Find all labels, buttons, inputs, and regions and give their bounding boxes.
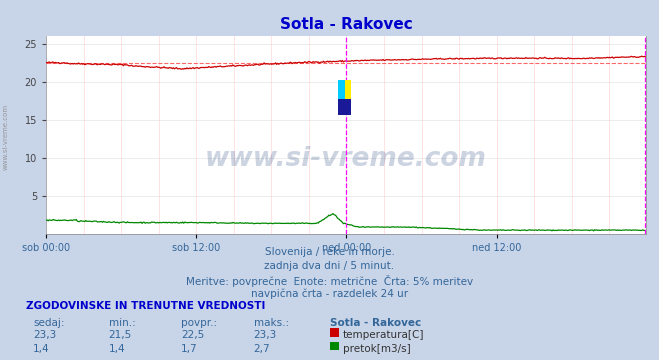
Text: povpr.:: povpr.: [181,318,217,328]
Text: Slovenija / reke in morje.: Slovenija / reke in morje. [264,247,395,257]
Text: 1,7: 1,7 [181,344,198,354]
Bar [338,99,351,115]
Text: 23,3: 23,3 [254,330,277,341]
Text: 1,4: 1,4 [33,344,49,354]
Text: navpična črta - razdelek 24 ur: navpična črta - razdelek 24 ur [251,289,408,299]
Text: www.si-vreme.com: www.si-vreme.com [205,146,487,172]
Bar [338,80,345,99]
Text: 21,5: 21,5 [109,330,132,341]
Text: sedaj:: sedaj: [33,318,65,328]
Text: temperatura[C]: temperatura[C] [343,330,424,341]
Text: min.:: min.: [109,318,136,328]
Text: 1,4: 1,4 [109,344,125,354]
Text: maks.:: maks.: [254,318,289,328]
Text: Sotla - Rakovec: Sotla - Rakovec [330,318,420,328]
Text: 23,3: 23,3 [33,330,56,341]
Text: 22,5: 22,5 [181,330,204,341]
Title: Sotla - Rakovec: Sotla - Rakovec [279,17,413,32]
Text: Meritve: povprečne  Enote: metrične  Črta: 5% meritev: Meritve: povprečne Enote: metrične Črta:… [186,275,473,287]
Bar [338,80,351,115]
Text: zadnja dva dni / 5 minut.: zadnja dva dni / 5 minut. [264,261,395,271]
Text: 2,7: 2,7 [254,344,270,354]
Text: pretok[m3/s]: pretok[m3/s] [343,344,411,354]
Text: www.si-vreme.com: www.si-vreme.com [2,104,9,170]
Text: ZGODOVINSKE IN TRENUTNE VREDNOSTI: ZGODOVINSKE IN TRENUTNE VREDNOSTI [26,301,266,311]
